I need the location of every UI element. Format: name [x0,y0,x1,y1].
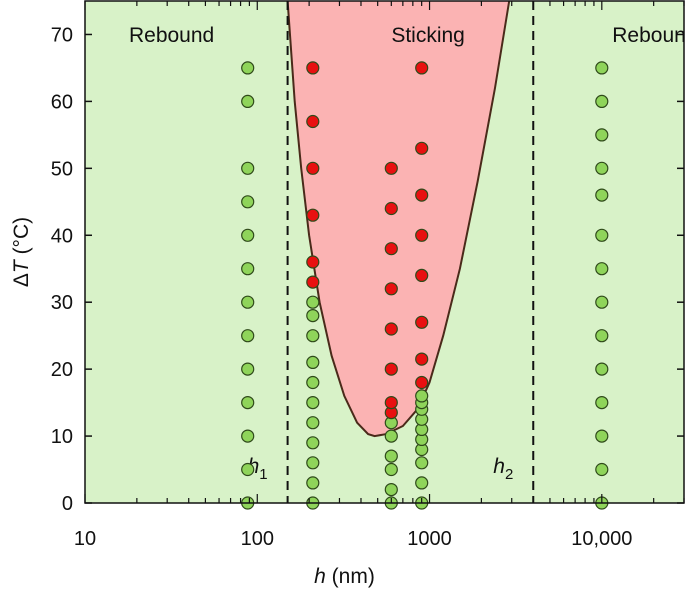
rebound-point-14 [306,476,320,490]
x-tick-label-10: 10 [74,528,96,550]
rebound-point-27 [384,449,398,463]
rebound-point-46 [595,295,609,309]
sticking-point-12 [384,201,398,216]
rebound-point-32 [415,456,429,470]
sticking-point-3 [306,161,320,175]
x-tick-label-1000: 1000 [407,528,452,550]
sticking-point-9 [384,322,398,336]
sticking-boundary-curve [286,0,511,438]
sticking-point-7 [384,396,398,410]
rebound-point-4 [241,362,255,376]
region-shading: Rebound Sticking Rebound [129,0,685,438]
y-tick-label-60: 60 [51,91,73,113]
region-label-rebound-2: Rebound [612,24,685,47]
y-tick-label-10: 10 [51,426,73,448]
rebound-point-52 [595,94,609,109]
sticking-point-20 [415,141,429,155]
sticking-point-19 [415,188,429,202]
rebound-point-16 [306,436,320,450]
sticking-point-17 [415,268,429,282]
sticking-point-8 [384,362,398,376]
rebound-point-6 [241,295,255,309]
region-label-rebound-0: Rebound [129,24,214,47]
rebound-point-15 [306,456,320,470]
rebound-point-7 [241,262,255,276]
rebound-point-10 [241,161,255,175]
rebound-point-45 [595,329,609,343]
rebound-point-22 [306,309,320,323]
y-tick-label-0: 0 [62,493,73,515]
chart-labels: h (nm) ΔT (°C) [10,217,375,588]
rebound-point-43 [595,396,609,410]
y-tick-label-40: 40 [51,225,73,247]
rebound-point-8 [241,228,255,242]
rebound-point-47 [595,262,609,276]
sticking-point-2 [306,208,320,222]
sticking-point-4 [306,114,320,129]
rebound-point-17 [306,416,320,430]
rebound-point-49 [595,188,609,202]
sticking-region [287,1,510,437]
rebound-point-11 [241,94,255,109]
rebound-point-28 [384,429,398,443]
rebound-point-31 [415,476,429,490]
rebound-point-26 [384,462,398,477]
y-axis-label: ΔT (°C) [10,217,33,287]
y-tick-label-70: 70 [51,24,73,46]
x-tick-label-100: 100 [241,528,274,550]
rebound-point-21 [306,329,320,343]
rebound-point-5 [241,329,255,343]
rebound-point-39 [415,389,429,403]
rebound-point-42 [595,429,609,443]
rebound-point-12 [241,61,255,75]
rebound-point-23 [306,295,320,309]
y-tick-label-30: 30 [51,292,73,314]
rebound-point-20 [306,355,320,369]
threshold-label-h2: h2 [493,455,513,483]
y-axis-unit: (°C) [10,217,33,260]
rebound-point-41 [595,462,609,477]
sticking-point-15 [415,352,429,366]
rebound-point-3 [241,396,255,410]
rebound-point-19 [306,375,320,390]
sticking-point-13 [384,161,398,175]
rebound-point-44 [595,362,609,376]
x-axis-variable: h [314,565,326,588]
rebound-point-25 [384,483,398,497]
sticking-point-16 [415,315,429,329]
rebound-point-2 [241,429,255,443]
sticking-point-14 [415,375,429,390]
rebound-point-9 [241,195,255,209]
x-axis-unit: (nm) [326,565,375,588]
x-axis-label: h (nm) [314,565,375,588]
axes-box [84,0,685,504]
rebound-point-1 [241,462,255,477]
y-axis-variable: T [10,258,33,273]
y-axis-prefix: Δ [10,273,33,287]
sticking-point-21 [415,61,429,75]
rebound-point-50 [595,161,609,175]
sticking-point-10 [384,282,398,296]
rebound-point-18 [306,396,320,410]
sticking-point-18 [415,228,429,242]
rebound-point-51 [595,128,609,142]
y-tick-label-20: 20 [51,359,73,381]
rebound-point-53 [595,61,609,75]
y-tick-label-50: 50 [51,158,73,180]
sticking-point-5 [306,61,320,75]
plot-frame [84,0,685,504]
region-label-sticking-1: Sticking [391,24,465,47]
sticking-point-0 [306,275,320,289]
rebound-point-48 [595,228,609,242]
x-tick-label-10000: 10,000 [571,528,632,550]
sticking-point-11 [384,242,398,256]
sticking-point-1 [306,255,320,269]
